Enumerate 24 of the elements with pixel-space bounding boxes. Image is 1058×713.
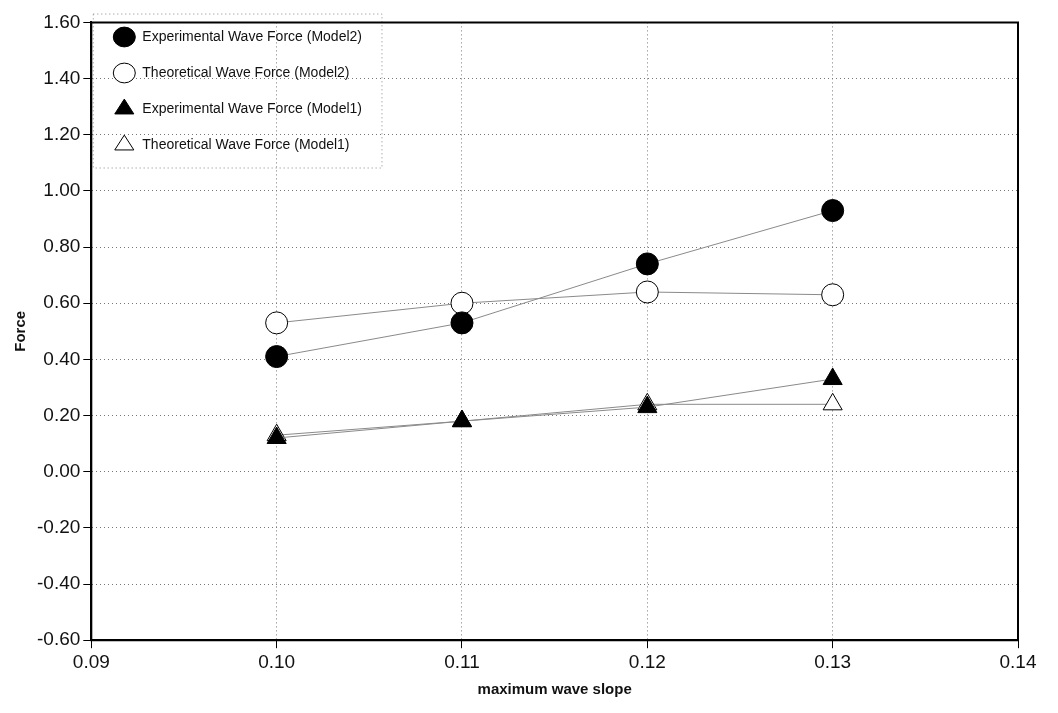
x-tick-label: 0.14 [999,650,1037,672]
x-tick-label: 0.12 [628,650,666,672]
x-axis-title: maximum wave slope [477,680,632,698]
x-tick-label: 0.11 [444,650,480,672]
y-tick-label: 0.20 [43,403,81,425]
legend-label: Theoretical Wave Force (Model2) [142,63,350,80]
x-tick-label: 0.13 [814,650,852,672]
y-tick-label: 1.60 [43,10,81,32]
y-tick-label: 1.20 [43,122,81,144]
y-tick-label: 0.60 [43,291,81,313]
x-tick-label: 0.10 [258,650,296,672]
x-tick-label: 0.09 [72,650,110,672]
y-tick-label: -0.20 [36,516,81,538]
y-tick-label: 1.40 [43,66,81,88]
y-tick-label: 1.00 [43,179,81,201]
y-tick-label: -0.60 [36,628,81,650]
y-tick-label: -0.40 [36,572,81,594]
y-axis-title: Force [11,310,29,352]
legend-label: Theoretical Wave Force (Model1) [142,135,350,152]
y-tick-label: 0.80 [43,235,81,257]
legend-label: Experimental Wave Force (Model1) [142,99,362,116]
y-tick-label: 0.40 [43,347,81,369]
y-tick-label: 0.00 [43,459,81,481]
legend-label: Experimental Wave Force (Model2) [142,27,362,44]
